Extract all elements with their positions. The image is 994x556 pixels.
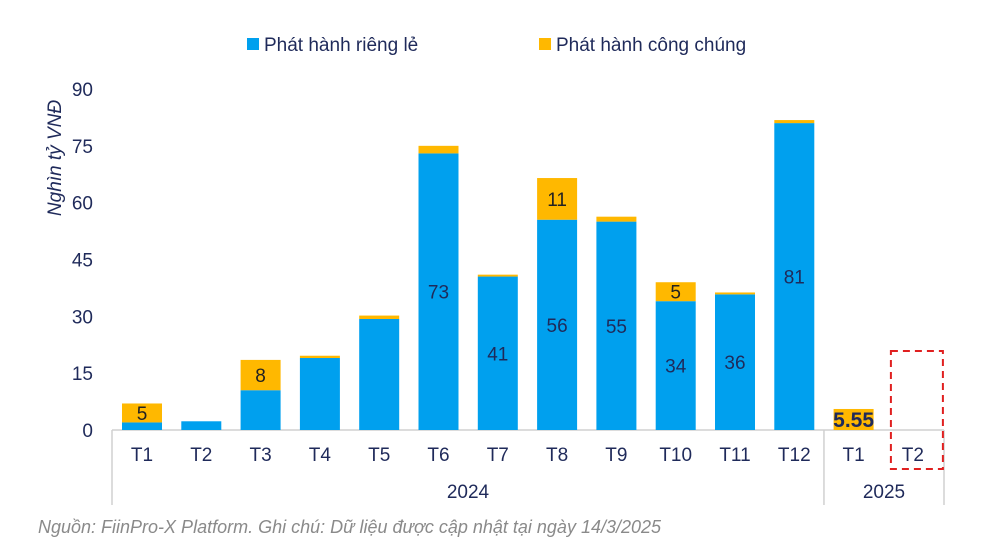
- bar-segment-private: [715, 294, 755, 430]
- category-label: T5: [368, 445, 390, 466]
- data-label-public: 5.55: [833, 409, 874, 432]
- bar-segment-public: [240, 359, 281, 391]
- category-label: T8: [546, 445, 568, 466]
- data-label-private: 56: [547, 316, 568, 337]
- bar-segment-public: [418, 145, 459, 154]
- category-label: T10: [659, 445, 692, 466]
- category-label: T3: [250, 445, 272, 466]
- bar-segment-public: [299, 355, 340, 359]
- data-label-private: 41: [487, 344, 508, 365]
- group-label: 2024: [447, 482, 490, 503]
- bar-segment-public: [715, 292, 755, 295]
- bar-segment-public: [655, 282, 696, 302]
- highlight-dashed-box: [889, 350, 944, 470]
- bar-segment-public: [359, 315, 400, 319]
- category-labels: T1 T2 T3 T4 T5 T6 T7 T8 T9 T10 T11 T12 T1 T2: [131, 445, 924, 466]
- bar-segment-public: [596, 216, 637, 222]
- data-label-private: 81: [784, 268, 805, 289]
- bar-segment-private: [655, 301, 696, 430]
- y-axis-ticks: 0 15 30 45 60 75 90: [72, 80, 93, 442]
- category-label: T2: [902, 445, 924, 466]
- bar-segment-public: [537, 178, 578, 220]
- category-label: T6: [427, 445, 449, 466]
- bar-segment-private: [359, 318, 400, 430]
- data-label-private: 55: [606, 317, 627, 338]
- legend-swatch-private: [247, 38, 259, 50]
- category-label: T7: [487, 445, 509, 466]
- group-labels: 2024 2025: [447, 482, 905, 503]
- y-tick-label: 45: [72, 251, 93, 272]
- bar-segment-private: [596, 221, 637, 430]
- source-note: Nguồn: FiinPro-X Platform. Ghi chú: Dữ l…: [38, 517, 662, 537]
- y-tick-label: 30: [72, 307, 93, 328]
- bar-segment-private: [477, 276, 518, 430]
- y-tick-label: 15: [72, 364, 93, 385]
- bar-segment-public: [477, 274, 518, 277]
- data-label-public: 8: [255, 366, 266, 387]
- legend: Phát hành riêng lẻ Phát hành công chúng: [247, 35, 746, 56]
- bar-segment-private: [299, 358, 340, 430]
- y-tick-label: 0: [82, 421, 93, 442]
- bar-segment-private: [181, 421, 222, 430]
- bar-segment-public: [122, 403, 162, 423]
- category-label: T1: [131, 445, 153, 466]
- bars: [122, 120, 874, 430]
- data-label-public: 5: [670, 283, 681, 304]
- annotations: [889, 350, 944, 470]
- category-label: T12: [778, 445, 811, 466]
- category-label: T11: [719, 445, 750, 466]
- category-label: T4: [309, 445, 332, 466]
- category-label: T2: [190, 445, 212, 466]
- bar-segment-public: [774, 120, 815, 124]
- bar-segment-private: [774, 123, 815, 430]
- bar-segment-private: [418, 153, 459, 430]
- group-label: 2025: [863, 482, 905, 503]
- y-tick-label: 75: [72, 137, 93, 158]
- category-axis: [111, 429, 945, 505]
- legend-swatch-public: [539, 38, 551, 50]
- bar-segment-private: [122, 422, 162, 430]
- y-tick-label: 90: [72, 80, 93, 101]
- category-label: T9: [605, 445, 627, 466]
- data-label-private: 34: [665, 357, 687, 378]
- data-labels: 5 8 73 41 56 11 55 34 5 36 81 5.55: [137, 190, 875, 432]
- data-label-public: 11: [547, 190, 567, 211]
- legend-label-private: Phát hành riêng lẻ: [264, 35, 418, 56]
- data-label-public: 5: [137, 404, 148, 425]
- y-axis-label: Nghìn tỷ VNĐ: [45, 100, 66, 216]
- bar-segment-private: [537, 219, 578, 430]
- y-tick-label: 60: [72, 194, 93, 215]
- data-label-private: 36: [724, 353, 745, 374]
- bar-segment-private: [240, 390, 281, 430]
- legend-label-public: Phát hành công chúng: [556, 35, 746, 56]
- data-label-private: 73: [428, 283, 449, 304]
- category-label: T1: [843, 445, 865, 466]
- bar-segment-public: [833, 408, 874, 430]
